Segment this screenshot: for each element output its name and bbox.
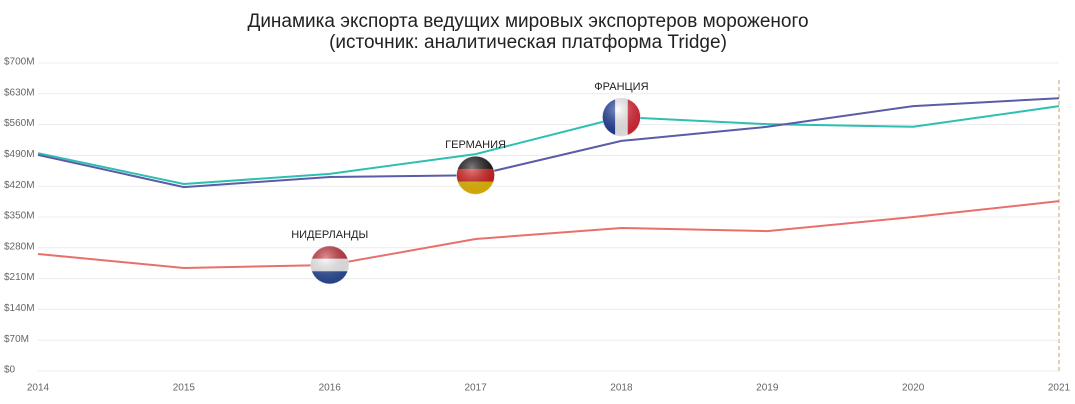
series-line — [37, 105, 1060, 186]
x-tick-label: 2016 — [319, 383, 342, 394]
x-tick-label: 2020 — [902, 383, 925, 394]
flag — [602, 97, 641, 137]
y-tick-label: $70M — [4, 334, 29, 345]
chart-subtitle: (источник: аналитическая платформа Tridg… — [329, 32, 727, 53]
y-tick-label: $210M — [4, 272, 35, 283]
series-label: ГЕРМАНИЯ — [445, 139, 506, 151]
series-line — [37, 200, 1060, 270]
series-label: ФРАНЦИЯ — [594, 81, 648, 93]
flag-gloss — [602, 97, 641, 137]
y-tick-label: $0 — [4, 365, 16, 376]
chart-title: Динамика экспорта ведущих мировых экспор… — [247, 11, 808, 32]
flag — [456, 155, 495, 195]
y-tick-label: $280M — [4, 241, 35, 252]
series-label: НИДЕРЛАНДЫ — [291, 229, 368, 241]
x-tick-label: 2021 — [1048, 383, 1071, 394]
x-tick-label: 2014 — [27, 383, 50, 394]
y-tick-label: $140M — [4, 303, 35, 314]
y-tick-label: $630M — [4, 87, 35, 98]
series-line — [37, 97, 1060, 189]
x-tick-label: 2018 — [610, 383, 633, 394]
flag-gloss — [310, 245, 349, 285]
y-tick-label: $700M — [4, 57, 35, 68]
flag-gloss — [456, 155, 495, 195]
flag — [310, 245, 349, 285]
x-tick-label: 2017 — [464, 383, 487, 394]
y-tick-label: $350M — [4, 211, 35, 222]
y-tick-label: $420M — [4, 180, 35, 191]
y-tick-label: $560M — [4, 118, 35, 129]
x-tick-label: 2015 — [173, 383, 196, 394]
x-tick-label: 2019 — [756, 383, 779, 394]
y-tick-label: $490M — [4, 149, 35, 160]
